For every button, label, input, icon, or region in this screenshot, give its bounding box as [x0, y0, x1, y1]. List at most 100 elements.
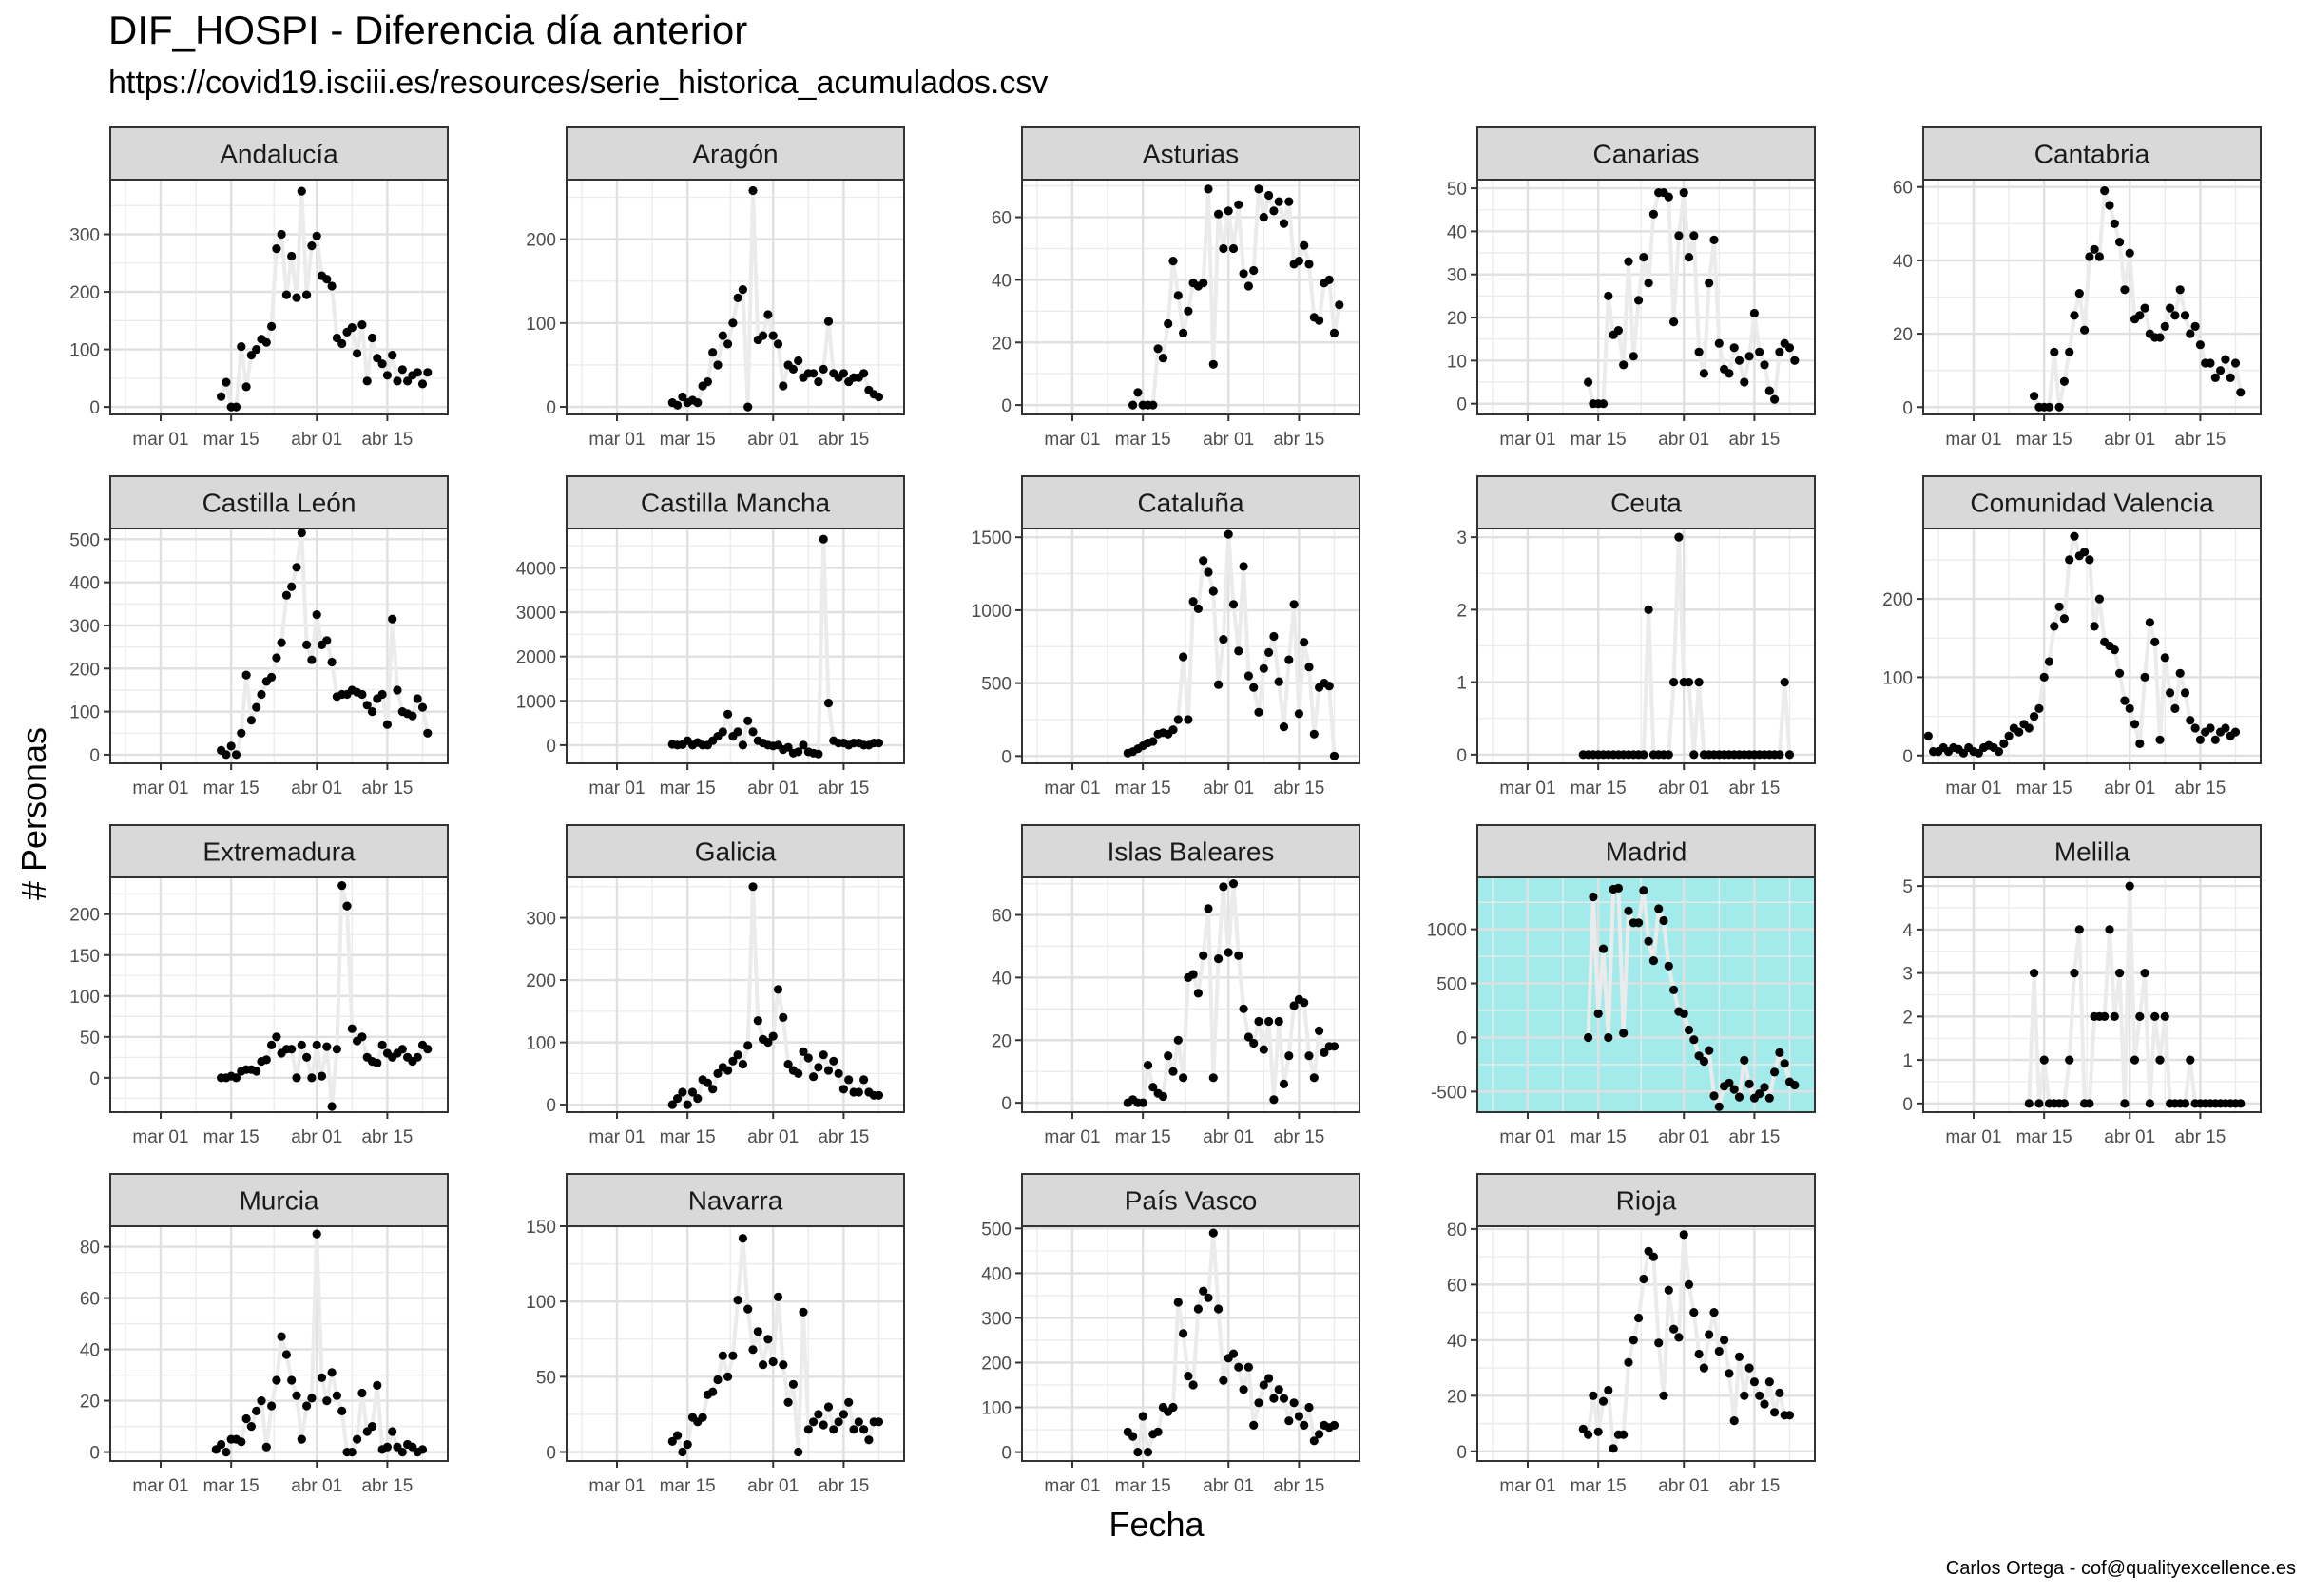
data-point: [1133, 1448, 1143, 1457]
data-point: [252, 1406, 261, 1415]
data-point: [2150, 637, 2160, 647]
data-point: [2030, 392, 2039, 401]
x-tick-label: mar 15: [1115, 1127, 1171, 1147]
y-tick-label: 20: [1447, 1387, 1467, 1407]
facet-label: Madrid: [1606, 837, 1687, 867]
data-point: [1309, 1073, 1319, 1083]
data-point: [1593, 1427, 1603, 1436]
data-point: [849, 1425, 858, 1434]
x-tick-label: mar 15: [1571, 1127, 1627, 1147]
x-tick-label: abr 15: [2174, 779, 2226, 798]
data-point: [738, 285, 748, 295]
data-point: [347, 1024, 357, 1033]
panel-ceuta: Ceuta 0 1 2 3 mar 01 mar 15 abr 01 abr 15: [1456, 475, 1816, 798]
data-point: [1329, 751, 1340, 760]
data-point: [281, 590, 291, 600]
data-point: [788, 364, 799, 374]
data-point: [1239, 562, 1248, 571]
data-point: [1264, 1374, 1274, 1383]
data-point: [277, 638, 286, 647]
data-point: [1613, 883, 1623, 894]
data-point: [1613, 326, 1623, 336]
data-point: [1674, 231, 1684, 240]
x-tick-label: abr 15: [1273, 779, 1324, 798]
data-point: [1269, 1095, 1279, 1105]
x-tick-label: abr 15: [1728, 1127, 1780, 1147]
data-point: [2135, 311, 2145, 320]
data-point: [713, 1068, 723, 1078]
data-point: [738, 1234, 748, 1243]
y-tick-label: 0: [1001, 1094, 1012, 1114]
x-tick-label: mar 01: [588, 430, 645, 450]
data-point: [2030, 712, 2039, 721]
data-point: [1644, 936, 1653, 946]
y-tick-label: 0: [1902, 747, 1913, 767]
data-point: [231, 1073, 241, 1083]
data-point: [678, 392, 687, 402]
data-point: [1179, 1073, 1188, 1083]
data-point: [1644, 605, 1653, 615]
facet-label: Andalucía: [220, 140, 338, 169]
data-point: [1709, 1091, 1719, 1101]
data-point: [1304, 1051, 1314, 1061]
data-point: [713, 360, 723, 370]
panel-asturias: Asturias 0 20 40 60 mar 01 mar 15 abr 01 abr 15: [992, 126, 1360, 450]
y-tick-label: 4000: [516, 559, 556, 579]
data-point: [2044, 657, 2054, 666]
data-point: [1199, 279, 1208, 288]
data-point: [2034, 1099, 2044, 1108]
data-point: [1775, 1388, 1784, 1397]
y-tick-label: 30: [1447, 266, 1467, 286]
facet-strip: [1021, 824, 1360, 878]
data-point: [1249, 265, 1259, 276]
data-point: [267, 1040, 277, 1049]
data-point: [834, 1068, 843, 1078]
data-point: [1128, 1432, 1138, 1441]
data-point: [413, 694, 422, 703]
data-point: [353, 349, 362, 358]
data-point: [1199, 951, 1208, 960]
data-point: [1219, 243, 1228, 254]
data-point: [1254, 1398, 1263, 1408]
data-point: [1694, 1349, 1704, 1359]
data-point: [1689, 1035, 1699, 1045]
data-point: [287, 251, 297, 261]
data-point: [1208, 586, 1218, 596]
data-point: [2206, 358, 2215, 368]
x-tick-label: mar 15: [203, 779, 260, 798]
data-point: [2210, 373, 2220, 382]
x-tick-label: abr 01: [747, 430, 799, 450]
data-point: [272, 244, 281, 254]
x-tick-label: abr 15: [361, 779, 413, 798]
x-tick-label: abr 01: [1203, 779, 1254, 798]
data-point: [1784, 750, 1795, 760]
data-point: [748, 185, 758, 196]
y-tick-label: 0: [546, 737, 556, 757]
y-tick-label: 1000: [516, 692, 556, 712]
facet-label: Comunidad Valencia: [1970, 489, 2214, 518]
y-tick-label: 1: [1456, 674, 1467, 694]
data-point: [2120, 1099, 2130, 1108]
y-tick-label: 300: [981, 1309, 1012, 1329]
data-point: [1604, 291, 1613, 300]
data-point: [1259, 212, 1268, 222]
data-point: [1744, 352, 1754, 361]
data-point: [854, 1417, 863, 1427]
data-point: [246, 716, 256, 725]
data-point: [1619, 1430, 1629, 1439]
data-point: [2186, 1055, 2195, 1065]
data-point: [1158, 1091, 1167, 1102]
data-point: [1138, 1098, 1147, 1107]
data-point: [1639, 253, 1648, 262]
data-point: [327, 1368, 337, 1377]
data-point: [2160, 653, 2169, 663]
data-point: [1634, 918, 1644, 928]
data-point: [1274, 197, 1283, 206]
data-point: [859, 1075, 869, 1085]
data-point: [257, 689, 266, 700]
x-tick-label: abr 01: [2104, 1127, 2155, 1147]
data-point: [297, 1040, 306, 1049]
data-point: [1184, 715, 1193, 724]
x-tick-label: abr 15: [1728, 1476, 1780, 1496]
data-point: [277, 1332, 286, 1341]
